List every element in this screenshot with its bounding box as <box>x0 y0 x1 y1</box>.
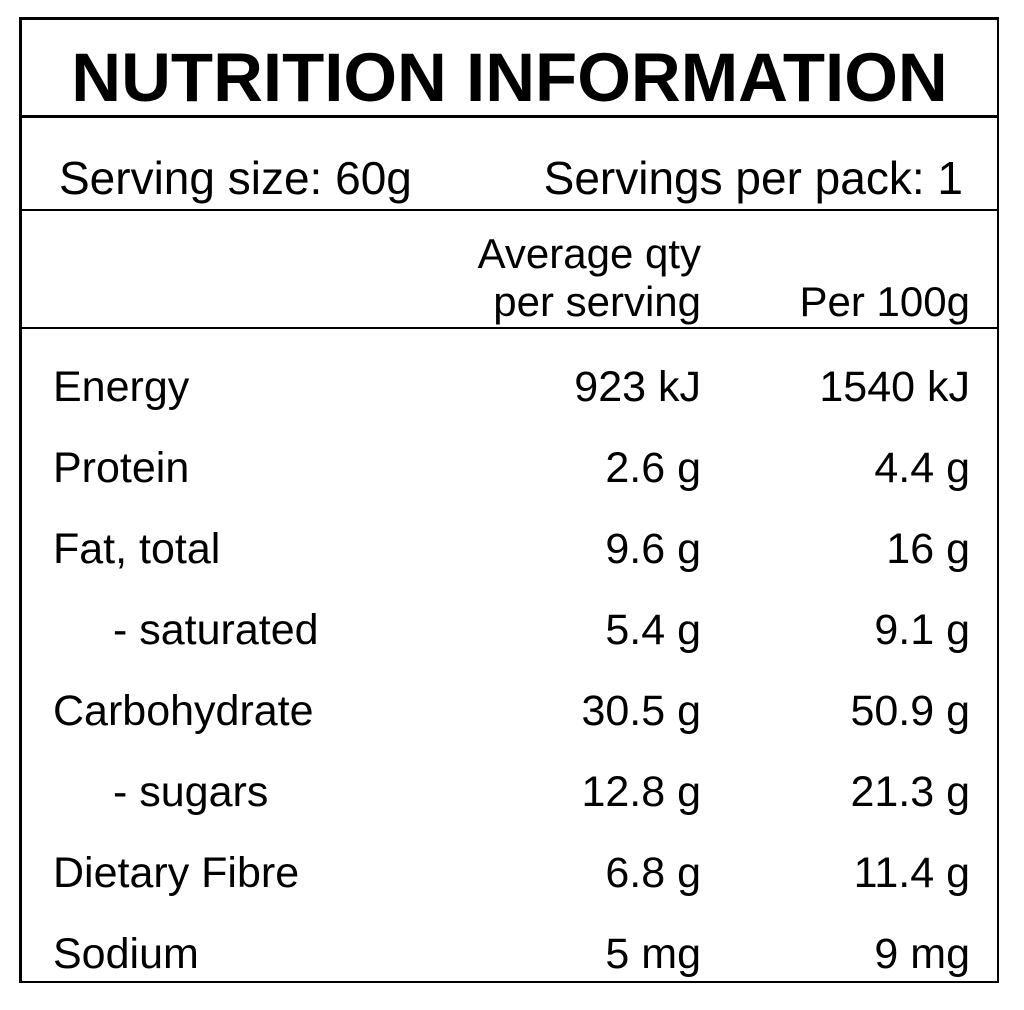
per-100g-value: 21.3 g <box>850 768 970 816</box>
per-100g-value: 4.4 g <box>874 444 970 492</box>
nutrient-row: Sodium 5 mg 9 mg <box>22 929 997 1010</box>
per-100g-value: 11.4 g <box>853 849 970 897</box>
divider <box>22 327 997 329</box>
servings-per-pack: Servings per pack: 1 <box>543 152 963 204</box>
per-100g-value: 16 g <box>886 525 970 573</box>
nutrient-label: Fat, total <box>53 525 221 573</box>
nutrient-label: Sodium <box>53 930 199 978</box>
nutrient-label: Energy <box>53 363 190 411</box>
divider <box>22 115 997 118</box>
per-serving-value: 5 mg <box>605 930 701 978</box>
nutrient-row: Carbohydrate 30.5 g 50.9 g <box>22 686 997 767</box>
nutrient-label: Carbohydrate <box>53 687 314 735</box>
nutrient-label: Dietary Fibre <box>53 849 300 897</box>
nutrient-row: Dietary Fibre 6.8 g 11.4 g <box>22 848 997 929</box>
panel-title: NUTRITION INFORMATION <box>71 39 948 116</box>
per-serving-value: 5.4 g <box>605 606 701 654</box>
nutrient-label: Protein <box>53 444 190 492</box>
divider <box>22 209 997 211</box>
nutrient-label: - saturated <box>113 606 319 654</box>
per-serving-value: 6.8 g <box>605 849 701 897</box>
per-serving-value: 923 kJ <box>574 363 701 411</box>
per-serving-value: 9.6 g <box>605 525 701 573</box>
per-100g-value: 50.9 g <box>850 687 970 735</box>
nutrient-row: Fat, total 9.6 g 16 g <box>22 524 997 605</box>
header-per-serving-line1: Average qty <box>477 230 701 277</box>
header-per-serving: Average qty per serving <box>478 230 701 326</box>
per-100g-value: 9.1 g <box>874 606 970 654</box>
per-serving-value: 30.5 g <box>581 687 701 735</box>
nutrient-row: Energy 923 kJ 1540 kJ <box>22 362 997 443</box>
nutrient-row: - sugars 12.8 g 21.3 g <box>22 767 997 848</box>
per-serving-value: 2.6 g <box>605 444 701 492</box>
nutrition-panel: NUTRITION INFORMATION Serving size: 60g … <box>19 17 999 983</box>
nutrient-label: - sugars <box>113 768 269 816</box>
header-per-serving-line2: per serving <box>493 278 701 325</box>
per-100g-value: 1540 kJ <box>819 363 970 411</box>
header-per-100g: Per 100g <box>799 278 970 325</box>
serving-size: Serving size: 60g <box>59 152 412 204</box>
nutrient-row: Protein 2.6 g 4.4 g <box>22 443 997 524</box>
nutrient-row: - saturated 5.4 g 9.1 g <box>22 605 997 686</box>
per-serving-value: 12.8 g <box>581 768 701 816</box>
per-100g-value: 9 mg <box>874 930 970 978</box>
